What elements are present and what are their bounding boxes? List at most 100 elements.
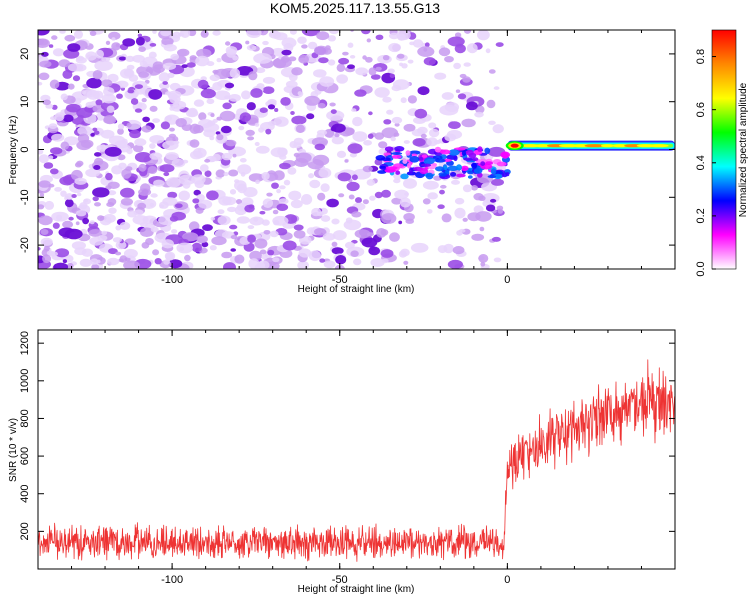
heatmap-cell	[123, 260, 140, 269]
heatmap-cell	[76, 210, 87, 217]
heatmap-cell	[216, 133, 224, 141]
heatmap-cell	[312, 154, 330, 166]
heatmap-cell	[52, 48, 65, 57]
heatmap-peak-core	[510, 143, 519, 148]
heatmap-cell	[103, 87, 115, 97]
heatmap-cell	[462, 76, 471, 83]
y-tick-label: 1000	[19, 369, 31, 393]
heatmap-cell	[471, 233, 485, 241]
heatmap-cell	[376, 228, 387, 238]
heatmap-cell	[325, 45, 331, 51]
heatmap-cell	[425, 172, 434, 180]
heatmap-cell	[259, 210, 266, 215]
heatmap-cell	[269, 230, 279, 238]
heatmap-cell	[422, 180, 439, 190]
heatmap-cell	[314, 143, 326, 151]
heatmap-cell	[497, 208, 504, 214]
heatmap-cell	[254, 122, 260, 127]
heatmap-cell	[363, 140, 372, 146]
heatmap-cell	[370, 258, 385, 267]
y-tick-label: 600	[19, 447, 31, 465]
snr-x-ticks: -100 -50 0	[37, 330, 676, 586]
heatmap-cell	[439, 104, 459, 116]
heatmap-cell	[281, 49, 292, 56]
heatmap-cell	[103, 115, 116, 124]
heatmap-cell	[89, 30, 97, 36]
heatmap-cell	[271, 182, 279, 189]
heatmap-cell	[435, 166, 445, 172]
heatmap-cell	[137, 33, 143, 38]
heatmap-cell	[400, 97, 407, 104]
heatmap-cell	[402, 159, 408, 165]
heatmap-cell	[106, 105, 115, 113]
y-tick-label: 0	[19, 146, 31, 152]
heatmap-cell	[290, 111, 295, 115]
heatmap-cell	[120, 187, 135, 198]
heatmap-cell	[311, 137, 328, 147]
heatmap-cell	[135, 36, 145, 46]
heatmap-cell	[466, 101, 478, 111]
heatmap-cell	[159, 164, 175, 173]
heatmap-cell	[38, 215, 53, 226]
heatmap-cell	[245, 129, 255, 136]
heatmap-band-hotspot	[584, 144, 605, 148]
heatmap-cell	[338, 193, 345, 198]
heatmap-cell	[38, 149, 44, 155]
heatmap-cell	[76, 140, 92, 151]
heatmap-cell	[41, 51, 49, 57]
heatmap-cell	[337, 172, 352, 182]
heatmap-cell	[225, 139, 237, 147]
heatmap-cell	[168, 133, 176, 138]
heatmap-cell	[132, 54, 145, 63]
heatmap-cell	[283, 179, 291, 186]
heatmap-cell	[243, 187, 258, 198]
heatmap-cell	[134, 138, 147, 147]
heatmap-cell	[298, 54, 309, 64]
heatmap-cell	[204, 158, 211, 163]
heatmap-cell	[453, 155, 458, 162]
heatmap-cell	[225, 46, 238, 55]
heatmap-cell	[307, 41, 318, 50]
y-tick-label: 1200	[19, 331, 31, 355]
x-tick-label: 0	[504, 574, 510, 586]
heatmap-cell	[301, 194, 313, 205]
heatmap-cell	[237, 164, 252, 175]
heatmap-cell	[461, 165, 469, 171]
heatmap-cell	[162, 197, 178, 206]
heatmap-cell	[241, 90, 251, 100]
heatmap-cell	[327, 35, 336, 42]
heatmap-cell	[490, 198, 497, 203]
heatmap-cell	[106, 202, 115, 207]
heatmap-cell	[255, 67, 266, 74]
heatmap-cell	[455, 89, 461, 93]
heatmap-cell	[161, 239, 174, 249]
colorbar-tick-label: 0.6	[695, 102, 707, 117]
heatmap-cell	[229, 224, 238, 230]
heatmap-cell	[234, 205, 247, 216]
heatmap-band-hotspot	[520, 144, 540, 148]
heatmap-cell	[158, 72, 170, 83]
heatmap-cell	[342, 51, 349, 56]
heatmap-cell	[412, 39, 424, 48]
heatmap-cell	[100, 144, 107, 149]
heatmap-cell	[366, 38, 371, 43]
heatmap-cell	[480, 161, 486, 167]
heatmap-cell	[414, 108, 428, 119]
heatmap-cell	[154, 258, 162, 265]
heatmap-cell	[418, 157, 424, 161]
heatmap-cell	[62, 114, 74, 123]
heatmap-cell	[259, 107, 268, 113]
heatmap-cell	[379, 165, 387, 169]
heatmap-cell	[175, 118, 187, 128]
heatmap-cell	[281, 37, 297, 48]
heatmap-cell	[149, 143, 156, 149]
heatmap-cell	[189, 139, 200, 148]
heatmap-cell	[392, 79, 410, 90]
heatmap-cell	[127, 89, 135, 94]
heatmap-cell	[39, 193, 45, 197]
heatmap-cell	[60, 190, 67, 197]
heatmap-cell	[434, 72, 447, 80]
heatmap-cell	[381, 213, 397, 224]
heatmap-cell	[116, 93, 123, 99]
heatmap-cell	[493, 257, 502, 263]
